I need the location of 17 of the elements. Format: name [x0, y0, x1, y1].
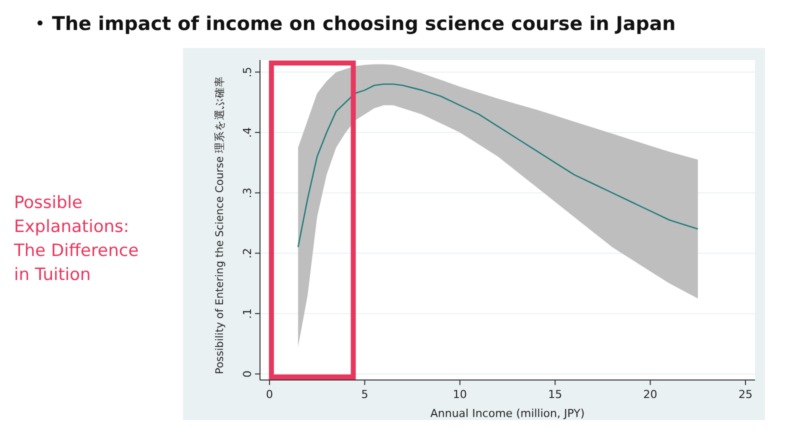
x-tick-label: 15 [548, 388, 562, 401]
x-tick-label: 0 [266, 388, 274, 401]
x-tick-label: 20 [643, 388, 658, 401]
y-tick-label: 0 [241, 370, 254, 378]
x-tick-label: 10 [452, 388, 467, 401]
x-tick-label: 5 [361, 388, 368, 401]
y-tick-label: .5 [241, 66, 254, 78]
y-axis-title: Possibility of Entering the Science Course 理系を選ぶ確率 [213, 76, 226, 374]
x-axis-title: Annual Income (million, JPY) [430, 407, 585, 420]
chart-title: The impact of income on choosing science course in Japan [52, 13, 676, 35]
text: Possible Explanations: The Difference in Tuition [13, 193, 139, 285]
y-tick-label: .1 [241, 308, 254, 319]
y-tick-label: .2 [241, 248, 254, 258]
y-tick-label: .4 [241, 127, 254, 138]
y-tick-label: .3 [241, 188, 254, 198]
x-tick-label: 25 [738, 388, 752, 401]
line-series [297, 84, 699, 248]
